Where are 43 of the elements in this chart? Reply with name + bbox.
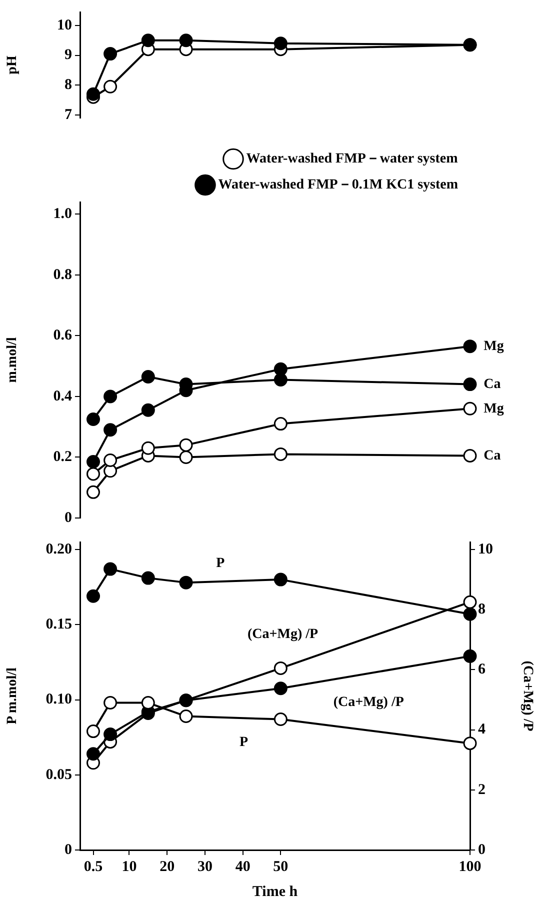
- annotation: (Ca+Mg) /P: [248, 627, 319, 642]
- text: Mg: [484, 401, 504, 416]
- y-tick-label: 0.05: [46, 766, 72, 783]
- y-tick-label: 0.2: [53, 449, 72, 466]
- text: Ca: [484, 376, 501, 392]
- y-tick-label: 10: [57, 17, 72, 34]
- y-tick-label: 0.8: [53, 266, 72, 283]
- y-tick-label: 0.20: [46, 541, 72, 558]
- y2-tick-label: 10: [478, 541, 493, 558]
- annotation: P: [216, 556, 226, 572]
- y2-tick-label: 4: [478, 722, 486, 738]
- y2-tick-label: 0: [478, 842, 486, 858]
- x-tick-label: 50: [273, 858, 288, 875]
- text: Mg: [484, 339, 504, 354]
- x-tick-label: 10: [122, 858, 137, 875]
- y-axis-title: P m.mol/l: [5, 668, 20, 724]
- x-tick-label: 40: [235, 858, 250, 875]
- y-axis-title: pH: [5, 56, 20, 74]
- legend-label: Water-washed FMP－0.1M KC1 system: [218, 178, 458, 193]
- y-tick-label: 1.0: [53, 206, 72, 222]
- y-axis-title: m.mol/l: [5, 337, 20, 383]
- y2-tick-label: 6: [478, 662, 486, 678]
- annotation: P: [240, 734, 249, 750]
- y-tick-label: 8: [64, 77, 72, 94]
- y-tick-label: 0.10: [46, 692, 72, 708]
- text: Ca: [484, 448, 501, 464]
- x-axis-title: Time h: [252, 884, 298, 900]
- x-tick-label: 20: [160, 858, 175, 875]
- y-tick-label: 9: [64, 47, 72, 64]
- y-tick-label: 0.6: [53, 328, 72, 344]
- x-tick-label: 100: [458, 858, 482, 875]
- y2-tick-label: 2: [478, 782, 486, 798]
- x-tick-label: 0.5: [84, 858, 103, 875]
- legend-label: Water-washed FMP－water system: [246, 152, 458, 167]
- y-tick-label: 0: [64, 510, 72, 526]
- annotation: (Ca+Mg) /P: [333, 694, 404, 710]
- y-tick-label: 7: [64, 106, 72, 123]
- y2-tick-label: 8: [478, 601, 486, 618]
- y-tick-label: 0.4: [53, 388, 72, 404]
- x-tick-label: 30: [197, 858, 212, 875]
- y-tick-label: 0: [64, 842, 72, 858]
- y2-axis-title: (Ca+Mg) /P: [520, 660, 535, 732]
- y-tick-label: 0.15: [46, 616, 72, 633]
